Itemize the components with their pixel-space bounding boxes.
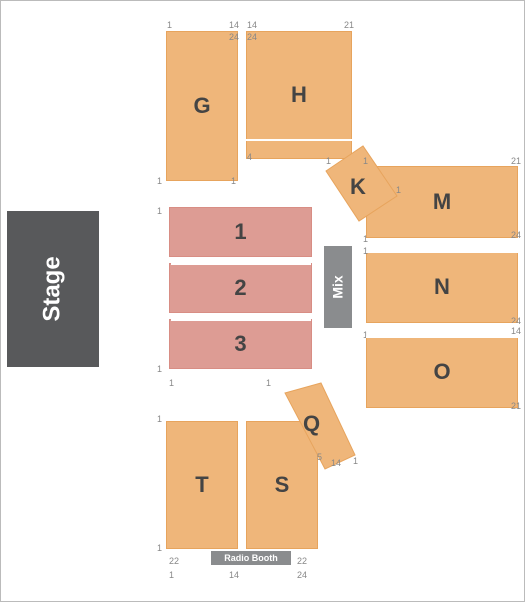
divider <box>171 263 311 265</box>
radio-booth: Radio Booth <box>211 551 291 565</box>
divider <box>171 319 311 321</box>
divider <box>366 323 518 325</box>
divider <box>246 139 352 141</box>
section-K[interactable] <box>326 146 397 221</box>
mix-booth: Mix <box>324 246 352 328</box>
divider <box>366 336 518 338</box>
divider <box>366 251 518 253</box>
radio-booth-label: Radio Booth <box>224 553 278 563</box>
divider <box>366 238 518 240</box>
seating-sections-poly <box>1 1 525 602</box>
mix-label: Mix <box>330 275 346 298</box>
section-Q[interactable] <box>285 383 355 469</box>
